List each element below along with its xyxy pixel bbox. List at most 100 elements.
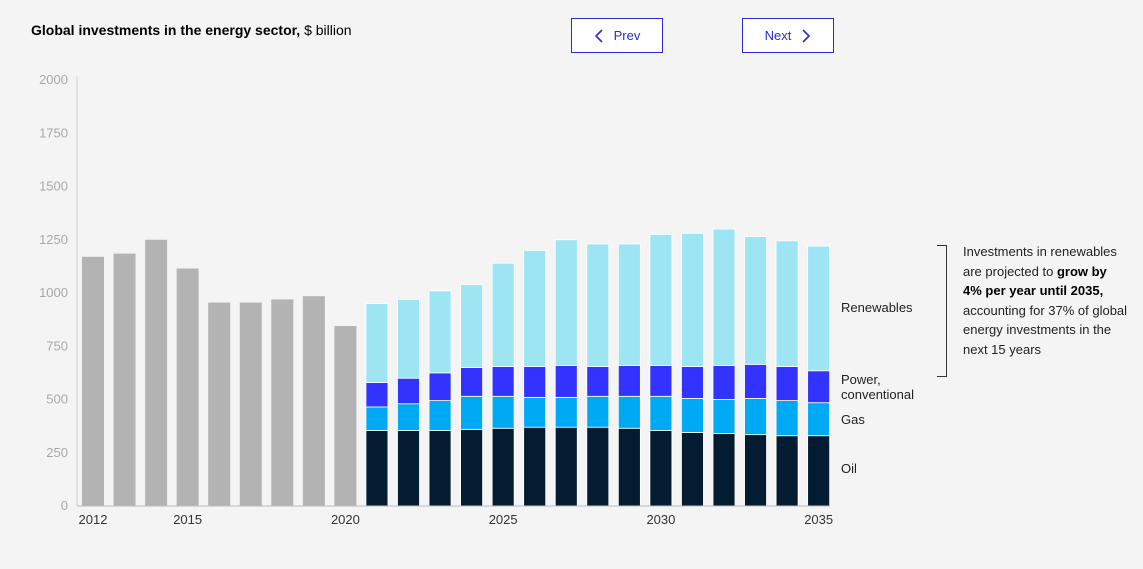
bar-historical-2019 <box>302 296 325 506</box>
annotation-text-start: Investments in renewables are projected … <box>963 244 1117 279</box>
prev-button-label: Prev <box>613 28 641 43</box>
bar-power_conventional-2023 <box>428 372 452 401</box>
bar-gas-2026 <box>523 396 547 428</box>
bar-oil-2035 <box>807 435 831 507</box>
bar-power_conventional-2032 <box>712 365 736 400</box>
bar-gas-2032 <box>712 399 736 434</box>
bar-renewables-2034 <box>775 240 799 367</box>
chart-title-unit: $ billion <box>304 22 352 38</box>
bar-power_conventional-2028 <box>586 366 610 397</box>
bar-power_conventional-2025 <box>491 366 515 397</box>
bar-renewables-2029 <box>617 243 641 366</box>
y-tick-label-500: 500 <box>46 392 68 407</box>
bar-renewables-2027 <box>554 239 578 366</box>
bar-power_conventional-2024 <box>460 367 484 397</box>
legend-label-oil: Oil <box>841 461 857 476</box>
bar-renewables-2033 <box>744 236 767 365</box>
legend-label-power-conventional-line2: conventional <box>841 387 914 402</box>
bar-renewables-2035 <box>807 245 831 372</box>
bar-oil-2034 <box>775 435 799 507</box>
x-tick-label-2025: 2025 <box>489 512 518 527</box>
bar-oil-2033 <box>744 434 767 507</box>
bar-gas-2027 <box>554 396 578 428</box>
bar-gas-2029 <box>617 395 641 429</box>
bar-gas-2025 <box>491 395 515 429</box>
bar-oil-2032 <box>712 433 736 507</box>
chart-title: Global investments in the energy sector,… <box>31 22 352 38</box>
x-tick-label-2030: 2030 <box>646 512 675 527</box>
bar-historical-2017 <box>239 302 262 506</box>
bar-renewables-2030 <box>649 234 673 366</box>
y-tick-label-1500: 1500 <box>39 179 68 194</box>
bar-power_conventional-2021 <box>365 382 389 408</box>
bar-historical-2016 <box>208 302 231 506</box>
bar-gas-2035 <box>807 402 831 437</box>
bar-power_conventional-2030 <box>649 365 673 397</box>
y-tick-label-1750: 1750 <box>39 125 68 140</box>
y-tick-label-250: 250 <box>46 445 68 460</box>
bar-renewables-2023 <box>428 290 452 374</box>
bar-historical-2020 <box>334 326 357 506</box>
annotation-text-bold: grow by 4% per year until 2035, <box>963 263 1107 299</box>
bar-renewables-2032 <box>712 228 736 366</box>
bar-renewables-2028 <box>586 243 610 367</box>
bar-renewables-2026 <box>523 249 547 367</box>
x-tick-label-2035: 2035 <box>804 512 833 527</box>
bar-gas-2031 <box>681 398 704 433</box>
chart-title-bold: Global investments in the energy sector, <box>31 22 301 38</box>
bar-historical-2012 <box>82 256 104 506</box>
annotation-bracket <box>937 245 947 377</box>
bar-gas-2028 <box>586 395 610 428</box>
bar-power_conventional-2026 <box>523 366 547 398</box>
x-tick-label-2012: 2012 <box>79 512 108 527</box>
bar-power_conventional-2033 <box>744 363 767 399</box>
bar-gas-2023 <box>428 400 452 431</box>
y-tick-label-2000: 2000 <box>39 72 68 87</box>
bar-oil-2022 <box>397 429 420 507</box>
bar-historical-2014 <box>145 239 168 506</box>
bar-oil-2024 <box>460 428 484 507</box>
prev-button[interactable]: Prev <box>571 18 663 53</box>
bar-historical-2013 <box>113 253 136 506</box>
chevron-right-icon <box>802 28 811 43</box>
next-button[interactable]: Next <box>742 18 834 53</box>
bar-renewables-2021 <box>365 303 389 383</box>
bar-oil-2029 <box>617 427 641 507</box>
bar-oil-2030 <box>649 429 673 507</box>
y-tick-label-0: 0 <box>61 498 68 513</box>
legend-label-renewables: Renewables <box>841 300 913 315</box>
bar-renewables-2031 <box>681 232 704 367</box>
bar-gas-2021 <box>365 406 389 431</box>
bar-historical-2018 <box>271 299 294 506</box>
bar-oil-2023 <box>428 429 452 507</box>
annotation-text: Investments in renewables are projected … <box>963 242 1128 359</box>
bar-renewables-2025 <box>491 262 515 367</box>
x-tick-label-2015: 2015 <box>173 512 202 527</box>
x-tick-label-2020: 2020 <box>331 512 360 527</box>
bar-power_conventional-2022 <box>397 377 420 405</box>
bar-gas-2022 <box>397 403 420 431</box>
bar-gas-2024 <box>460 395 484 430</box>
bar-gas-2030 <box>649 395 673 431</box>
bar-power_conventional-2034 <box>775 366 799 401</box>
bar-renewables-2024 <box>460 284 484 368</box>
y-tick-label-1000: 1000 <box>39 285 68 300</box>
legend-label-power-conventional-line1: Power, <box>841 372 881 387</box>
bar-power_conventional-2029 <box>617 365 641 397</box>
bar-power_conventional-2031 <box>681 366 704 399</box>
bar-oil-2026 <box>523 426 547 507</box>
bar-gas-2034 <box>775 400 799 437</box>
y-tick-label-750: 750 <box>46 338 68 353</box>
bar-oil-2021 <box>365 429 389 507</box>
bar-renewables-2022 <box>397 298 420 379</box>
bar-oil-2027 <box>554 426 578 507</box>
legend-label-gas: Gas <box>841 412 865 427</box>
bar-historical-2015 <box>176 268 199 506</box>
bar-oil-2028 <box>586 426 610 507</box>
bar-oil-2025 <box>491 427 515 507</box>
annotation-text-end: accounting for 37% of global energy inve… <box>963 302 1128 357</box>
bar-power_conventional-2035 <box>807 370 831 404</box>
bar-power_conventional-2027 <box>554 365 578 398</box>
chevron-left-icon <box>594 28 603 43</box>
